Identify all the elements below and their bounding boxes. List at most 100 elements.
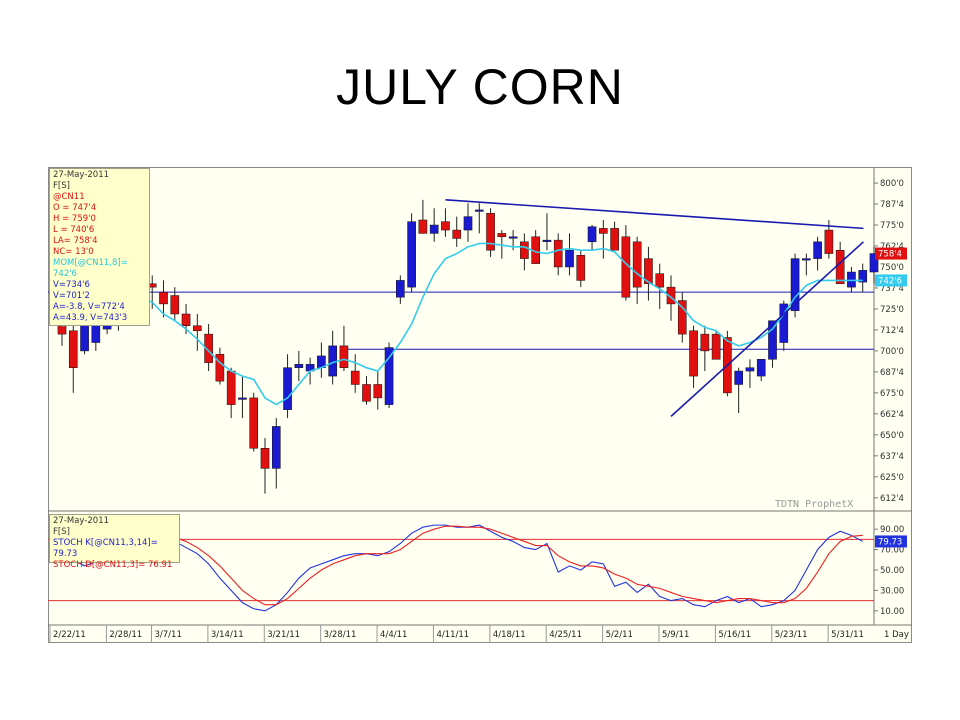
candle-body (339, 345, 349, 368)
info-net-change: NC= 13'0 (53, 247, 94, 257)
candle-body (610, 228, 619, 251)
info-v2: V=701'2 (53, 291, 90, 301)
stoch-k-line (61, 524, 863, 612)
info-open: O = 747'4 (53, 203, 97, 213)
candle-body (181, 313, 191, 326)
x-tick-label: 3/28/11 (324, 630, 357, 640)
candle-body (204, 333, 213, 363)
x-tick-label: 4/18/11 (493, 630, 526, 640)
candle-body (553, 239, 563, 268)
stoch-info-box: 27-May-2011 F[S] STOCH K[@CN11,3,14]= 79… (49, 514, 180, 570)
candle-body (599, 228, 608, 234)
x-tick-label: 3/21/11 (267, 630, 300, 640)
candle-body (497, 233, 507, 238)
last-price-tag-label: 758'4 (878, 250, 902, 260)
candle-body (474, 209, 484, 212)
candle-body (249, 397, 259, 449)
candle-body (666, 286, 676, 305)
y-tick-label: 625'0 (880, 473, 904, 483)
info-low: L = 740'6 (53, 225, 95, 235)
x-tick-label: 3/14/11 (211, 630, 244, 640)
info-high: H = 759'0 (53, 214, 96, 224)
x-tick-label: 4/11/11 (436, 630, 469, 640)
x-tick-label: 3/7/11 (155, 630, 182, 640)
mom-line (61, 242, 863, 406)
stoch-y-tick-label: 70.00 (880, 546, 904, 556)
stoch-d-line (61, 525, 863, 606)
candle-body (689, 330, 698, 377)
y-tick-label: 700'0 (880, 347, 904, 357)
x-tick-label: 5/9/11 (662, 630, 689, 640)
y-tick-label: 650'0 (880, 431, 904, 441)
y-tick-label: 762'4 (880, 242, 904, 252)
candle-body (711, 333, 721, 360)
y-tick-label: 800'0 (880, 179, 904, 189)
candle-body (193, 325, 202, 332)
candle-body (542, 239, 552, 242)
watermark: TDTN ProphetX (775, 499, 853, 510)
info-date: 27-May-2011 (53, 170, 110, 180)
mom-tag-label: 742'6 (878, 276, 902, 286)
x-tick-label: 5/2/11 (606, 630, 633, 640)
stoch-info-fs: F[S] (53, 527, 70, 537)
y-tick-label: 662'4 (880, 410, 904, 420)
candle-body (520, 241, 529, 259)
candle-body (170, 295, 180, 315)
stoch-y-tick-label: 50.00 (880, 566, 904, 576)
interval-label[interactable]: 1 Day (884, 630, 909, 640)
stoch-d-label: STOCH D[@CN11,3]= 76.91 (53, 560, 173, 570)
stoch-tag-label: 79.73 (878, 537, 902, 547)
candle-body (238, 397, 247, 400)
candle-body (790, 258, 800, 311)
candle-body (824, 229, 834, 254)
price-info-box: 27-May-2011 F[S] @CN11 O = 747'4 H = 759… (49, 168, 150, 326)
price-pane: 800'0 787'4 775'0 762'4 750'0 737'4 725'0 712'4… (48, 167, 912, 625)
x-tick-label: 4/4/11 (380, 630, 407, 640)
candle-body (677, 300, 687, 335)
x-tick-label: 2/22/11 (53, 630, 86, 640)
chart-frame (48, 167, 912, 643)
y-tick-label: 637'4 (880, 452, 904, 462)
candle-body (283, 367, 292, 410)
candle-body (429, 224, 439, 234)
stoch-k-label: STOCH K[@CN11,3,14]= 79.73 (53, 538, 158, 559)
candle-body (384, 347, 394, 405)
stoch-tag (875, 535, 907, 548)
trendline (445, 199, 864, 230)
candle-body (644, 258, 653, 285)
candle-body (486, 213, 495, 251)
info-mom: MOM[@CN11,8]= 742'6 (53, 258, 128, 279)
candle-body (587, 226, 597, 243)
candle-body (396, 280, 405, 298)
y-tick-label: 612'4 (880, 494, 904, 504)
candle-body (734, 370, 743, 385)
candle-body (441, 221, 450, 231)
candle-body (362, 384, 371, 402)
candle-body (858, 270, 868, 283)
candle-body (745, 367, 755, 372)
candle-body (350, 370, 360, 385)
candle-body (756, 359, 766, 377)
candle-body (835, 249, 845, 285)
candle-body (80, 325, 89, 352)
y-tick-label: 712'4 (880, 326, 904, 336)
info-a1: A=-3.8, V=772'4 (53, 302, 125, 312)
x-tick-label: 5/31/11 (831, 630, 864, 640)
candle-body (226, 370, 236, 405)
candle-body (565, 249, 574, 268)
candle-body (68, 330, 78, 368)
info-v1: V=734'6 (53, 280, 90, 290)
x-tick-label: 2/28/11 (109, 630, 142, 640)
x-axis: 2/22/11 2/28/11 3/7/11 3/14/11 3/21/11 3/28/1… (48, 624, 912, 643)
info-symbol: @CN11 (53, 192, 85, 202)
stoch-y-tick-label: 10.00 (880, 607, 904, 617)
slide-title: JULY CORN (336, 59, 624, 115)
y-tick-label: 675'0 (880, 389, 904, 399)
mom-tag (875, 274, 907, 287)
stoch-pane: 90.00 70.00 50.00 30.00 10.00 79.73 (48, 524, 907, 617)
candle-body (159, 291, 168, 305)
candle-body (779, 303, 789, 343)
candle-body (215, 354, 225, 382)
y-tick-label: 787'4 (880, 200, 904, 210)
candle-body (418, 219, 428, 234)
